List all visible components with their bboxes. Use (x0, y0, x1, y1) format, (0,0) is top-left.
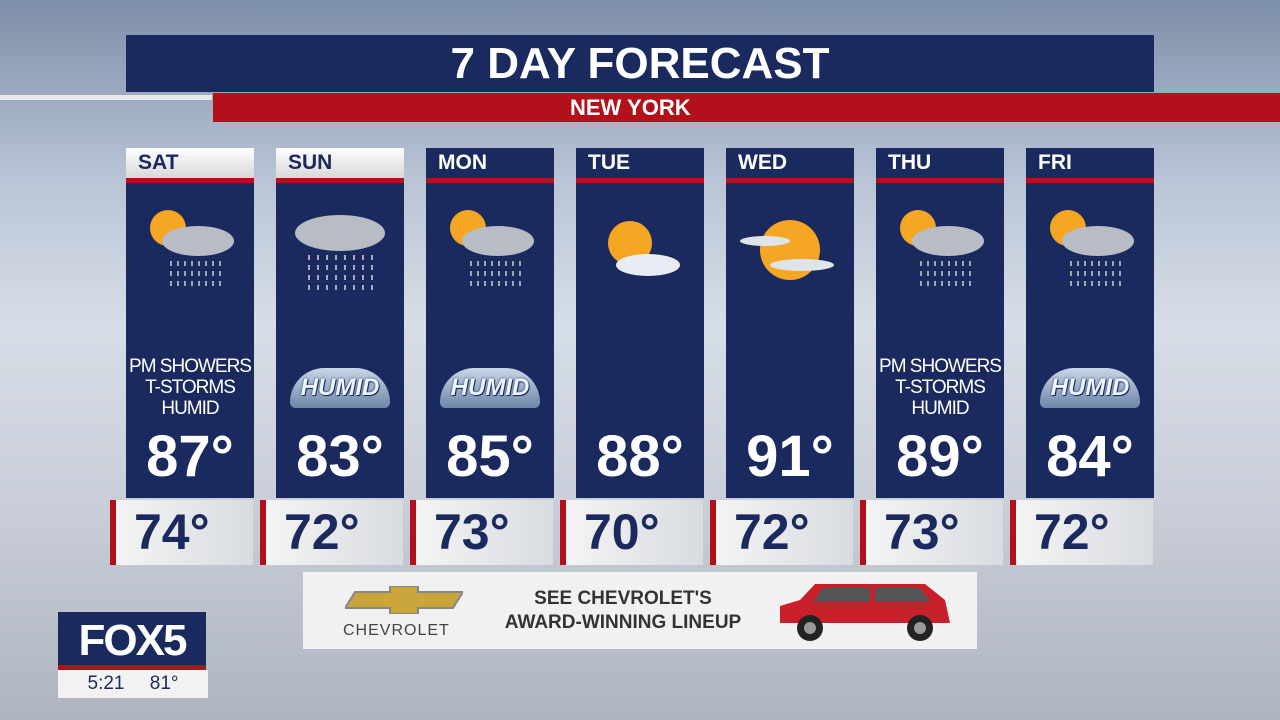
ad-tagline-2: AWARD-WINNING LINEUP (504, 612, 742, 633)
low-temp: 73° (860, 500, 1003, 565)
day-column-wed: WED 91° (726, 148, 854, 498)
page-title: 7 DAY FORECAST (126, 35, 1154, 92)
partly-sunny-icon (608, 221, 680, 276)
low-temp: 70° (560, 500, 703, 565)
high-temp: 88° (596, 424, 684, 489)
high-temp: 91° (746, 424, 834, 489)
high-temp: 83° (296, 424, 384, 489)
sun-cloud-rain-icon (150, 210, 234, 286)
sun-cloud-rain-icon (1050, 210, 1134, 286)
low-temp: 72° (710, 500, 853, 565)
day-label: TUE (576, 148, 704, 183)
day-label: FRI (1026, 148, 1154, 183)
low-temp: 74° (110, 500, 253, 565)
low-temp: 72° (260, 500, 403, 565)
day-label: MON (426, 148, 554, 183)
high-temp: 87° (146, 424, 234, 489)
station-time-temp: 5:21 81° (58, 670, 208, 698)
high-temp: 85° (446, 424, 534, 489)
ad-tagline: SEE CHEVROLET'S AWARD-WINNING LINEUP (493, 587, 753, 635)
low-temp: 73° (410, 500, 553, 565)
decorative-line (0, 95, 212, 100)
fox5-logo: FOX5 (58, 612, 206, 670)
current-temp: 81° (149, 673, 179, 694)
chevrolet-bowtie-logo (345, 586, 463, 614)
day-column-mon: MON HUMID 85° (426, 148, 554, 498)
day-label: WED (726, 148, 854, 183)
humid-badge: HUMID (440, 368, 540, 408)
ad-tagline-1: SEE CHEVROLET'S (534, 588, 712, 609)
day-column-fri: FRI HUMID 84° (1026, 148, 1154, 498)
day-column-sat: SAT PM SHOWERS T-STORMS HUMID 87° (126, 148, 254, 498)
condition-text: PM SHOWERS T-STORMS HUMID (129, 356, 252, 419)
day-column-thu: THU PM SHOWERS T-STORMS HUMID 89° (876, 148, 1004, 498)
day-label: SUN (276, 148, 404, 183)
day-label: THU (876, 148, 1004, 183)
high-temp: 84° (1046, 424, 1134, 489)
sun-cloud-rain-icon (900, 210, 984, 286)
day-column-sun: SUN HUMID 83° (276, 148, 404, 498)
humid-badge: HUMID (290, 368, 390, 408)
low-temp: 72° (1010, 500, 1153, 565)
condition-text: PM SHOWERS T-STORMS HUMID (879, 356, 1002, 419)
sun-cloud-rain-icon (450, 210, 534, 286)
day-column-tue: TUE 88° (576, 148, 704, 498)
hazy-sun-icon (740, 220, 834, 280)
high-temp: 89° (896, 424, 984, 489)
ad-brand: CHEVROLET (343, 622, 450, 639)
day-label: SAT (126, 148, 254, 183)
humid-badge: HUMID (1040, 368, 1140, 408)
cloud-rain-icon (295, 215, 385, 290)
location-label: NEW YORK (213, 93, 1280, 122)
chevrolet-ad-banner[interactable]: CHEVROLET SEE CHEVROLET'S AWARD-WINNING L… (303, 572, 977, 649)
suv-image (780, 584, 950, 641)
current-time: 5:21 (87, 673, 125, 694)
